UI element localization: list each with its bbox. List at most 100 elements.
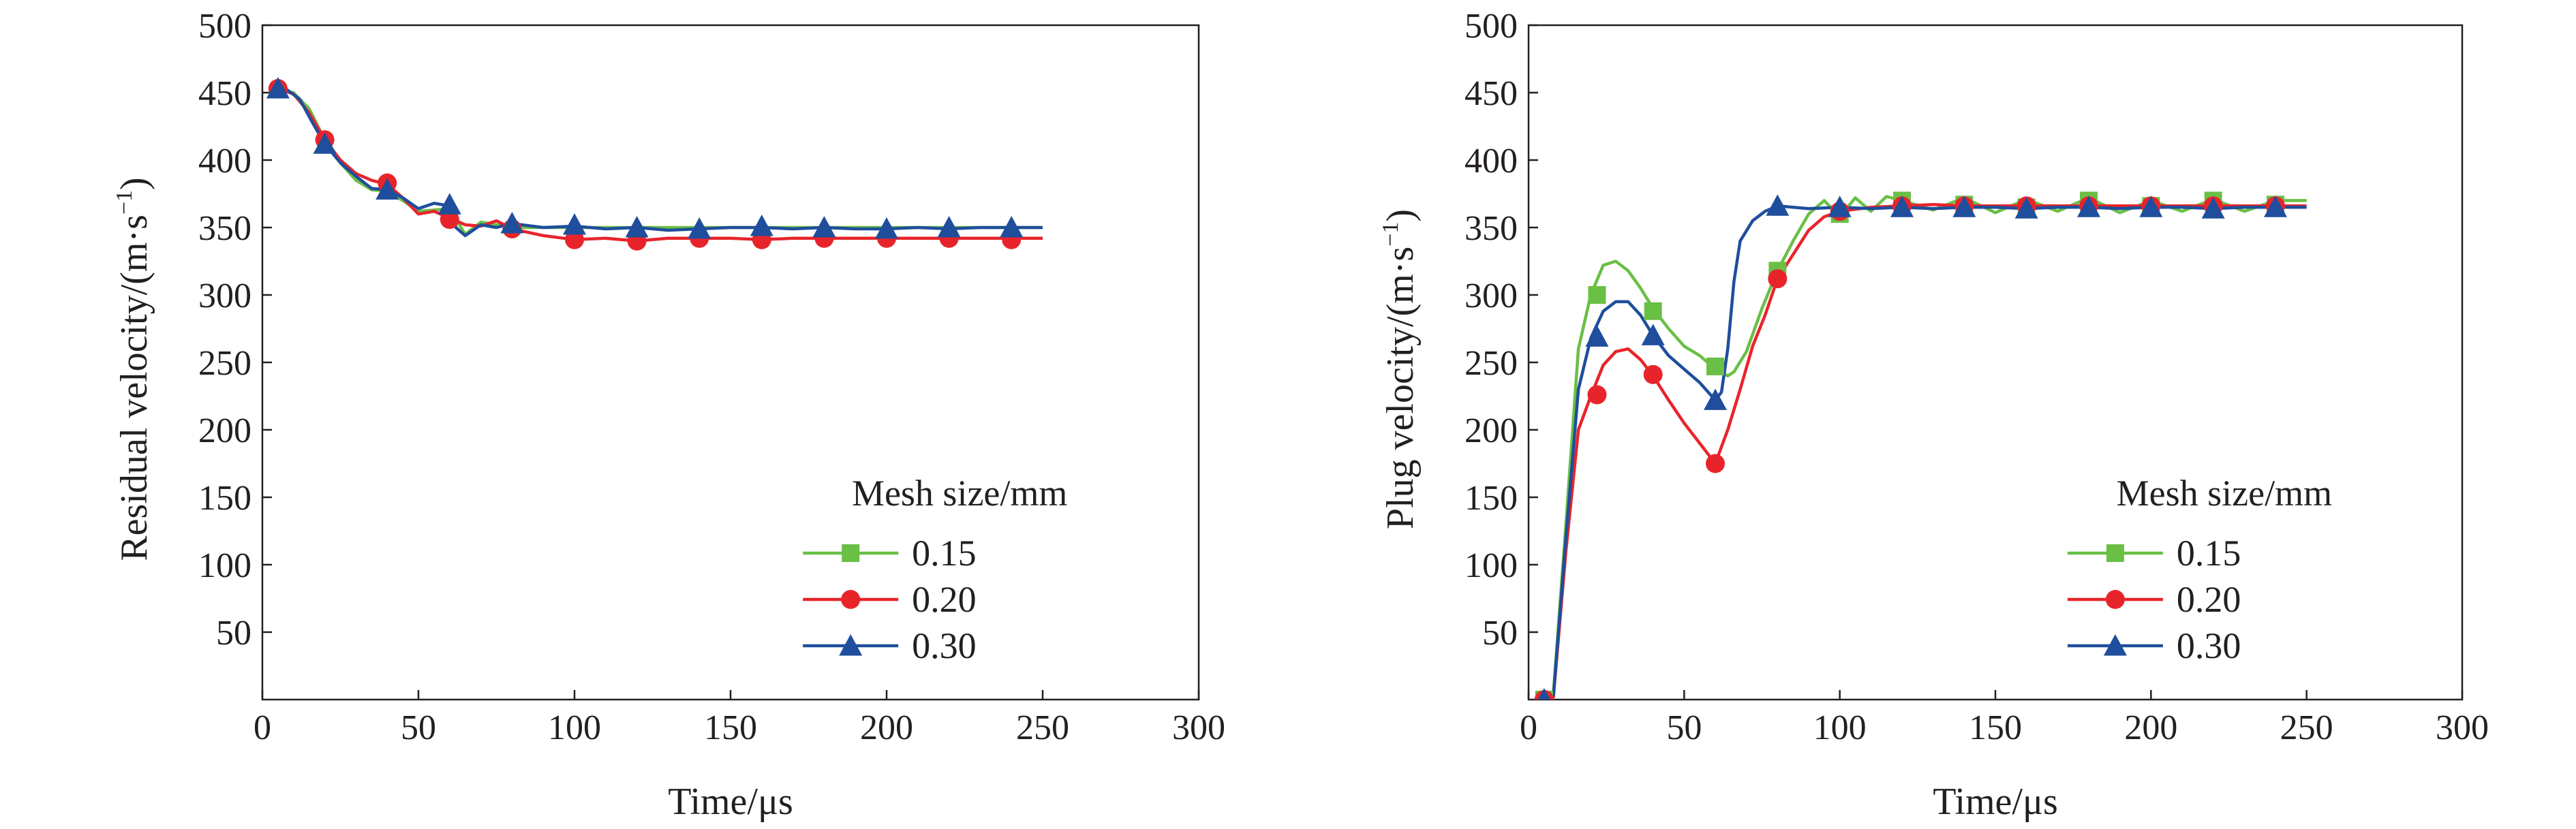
series-marker-0-30: [688, 217, 711, 239]
x-tick-label: 200: [2124, 708, 2177, 747]
plot-area: [261, 24, 1200, 701]
series-marker-0-30: [2077, 195, 2100, 217]
series-marker-0-20: [440, 210, 459, 230]
series-marker-0-30: [1828, 195, 1852, 217]
series-marker-0-30: [750, 215, 773, 236]
x-tick-label: 50: [1666, 708, 1702, 747]
y-tick-label: 350: [1465, 209, 1518, 248]
x-axis-title: Time/μs: [668, 781, 793, 823]
y-tick-label: 50: [1482, 614, 1518, 653]
legend-entry: 0.20: [912, 579, 977, 620]
series-line-0-15: [1543, 195, 2307, 700]
legend-swatch-marker: [2105, 590, 2125, 609]
series-marker-0-30: [313, 132, 337, 154]
series-marker-0-30: [625, 216, 649, 238]
y-tick-label: 100: [1465, 546, 1518, 585]
y-tick-label: 500: [1465, 7, 1518, 46]
y-axis-title-close: ): [113, 177, 155, 190]
y-tick-label: 300: [198, 277, 251, 315]
x-tick-label: 300: [1172, 708, 1225, 747]
plot-area: [1527, 24, 2464, 701]
x-tick-label: 150: [1969, 708, 2022, 747]
series-marker-0-30: [1641, 324, 1665, 345]
x-tick-label: 250: [2280, 708, 2333, 747]
legend-title: Mesh size/mm: [852, 473, 1067, 514]
series-marker-0-30: [2139, 195, 2163, 217]
series-marker-0-30: [1000, 216, 1024, 238]
legend-entry: 0.20: [2177, 579, 2241, 620]
series-marker-0-30: [875, 217, 898, 239]
series-marker-0-30: [1952, 195, 1976, 217]
x-tick-label: 0: [254, 708, 271, 747]
series-marker-0-30: [500, 212, 524, 234]
legend-swatch-marker: [842, 544, 860, 562]
x-tick-label: 150: [704, 708, 757, 747]
x-tick-label: 50: [401, 708, 436, 747]
y-tick-label: 200: [1465, 411, 1518, 450]
x-tick-label: 250: [1016, 708, 1069, 747]
legend-entry: 0.15: [2177, 533, 2241, 574]
y-tick-label: 450: [198, 74, 251, 113]
series-marker-0-30: [438, 193, 461, 215]
series-line-0-30: [277, 87, 1043, 238]
series-marker-0-30: [1890, 195, 1914, 217]
y-tick-label: 150: [1465, 479, 1518, 518]
y-axis-title: Plug velocity/(m·s−1): [1378, 209, 1422, 529]
y-axis-title-superscript: −1: [112, 190, 137, 215]
y-tick-label: 400: [1465, 142, 1518, 181]
legend-swatch-marker: [839, 634, 863, 656]
series-marker-0-30: [2201, 197, 2225, 219]
series-marker-0-15: [1588, 286, 1606, 304]
x-tick-label: 0: [1520, 708, 1537, 747]
legend-entry: 0.15: [912, 533, 977, 574]
series-line-0-30: [1543, 204, 2307, 700]
series-line-0-20: [277, 87, 1043, 243]
series-marker-0-30: [563, 213, 586, 235]
chart-residual-velocity: 0 50 100 150 200 250 300 50 100 150 200 250 300 350 40…: [112, 7, 1225, 823]
y-tick-label: 50: [216, 614, 251, 653]
series-marker-0-30: [2264, 195, 2287, 217]
y-tick-label: 100: [198, 546, 251, 585]
series-marker-0-15: [1644, 302, 1662, 320]
chart-plug-velocity: 0 50 100 150 200 250 300 50 100 150 200 250 300 350 40…: [1378, 7, 2489, 823]
x-axis-title: Time/μs: [1933, 781, 2058, 823]
series-marker-0-20: [1643, 364, 1663, 384]
series-marker-0-30: [375, 178, 399, 200]
series-marker-0-30: [1704, 388, 1727, 410]
legend-entry: 0.30: [912, 625, 977, 666]
series-marker-0-20: [565, 230, 584, 249]
legend-swatch-marker: [2103, 634, 2127, 656]
y-tick-label: 450: [1465, 74, 1518, 113]
legend-swatch-marker: [2106, 544, 2124, 562]
x-tick-label: 200: [860, 708, 913, 747]
y-tick-label: 400: [198, 142, 251, 181]
series-marker-0-30: [2014, 197, 2038, 219]
series-marker-0-30: [1585, 325, 1609, 347]
series-marker-0-30: [812, 216, 836, 238]
x-tick-label: 300: [2436, 708, 2489, 747]
series-group: [1534, 191, 2307, 700]
series-marker-0-30: [1766, 194, 1790, 216]
series-line-0-15: [277, 88, 1043, 236]
legend-entry: 0.30: [2177, 625, 2241, 666]
series-marker-0-30: [1537, 688, 1551, 700]
y-tick-label: 300: [1465, 277, 1518, 315]
y-axis-title-close: ): [1379, 209, 1422, 222]
y-axis-title: Residual velocity/(m·s−1): [112, 177, 155, 561]
y-axis-title-text: Residual velocity/(m·s: [113, 215, 155, 561]
legend-swatch-marker: [841, 590, 861, 609]
y-tick-label: 150: [198, 479, 251, 518]
x-tick-label: 100: [548, 708, 601, 747]
series-marker-0-30: [266, 77, 290, 99]
y-tick-label: 350: [198, 209, 251, 248]
y-axis-title-text: Plug velocity/(m·s: [1379, 247, 1422, 529]
series-group: [266, 77, 1043, 251]
series-marker-0-20: [1587, 385, 1607, 405]
series-marker-0-15: [1706, 357, 1724, 375]
y-tick-label: 250: [1465, 344, 1518, 383]
series-marker-0-20: [1706, 454, 1725, 473]
y-tick-label: 250: [198, 344, 251, 383]
legend-title: Mesh size/mm: [2117, 473, 2332, 514]
x-tick-label: 100: [1813, 708, 1867, 747]
